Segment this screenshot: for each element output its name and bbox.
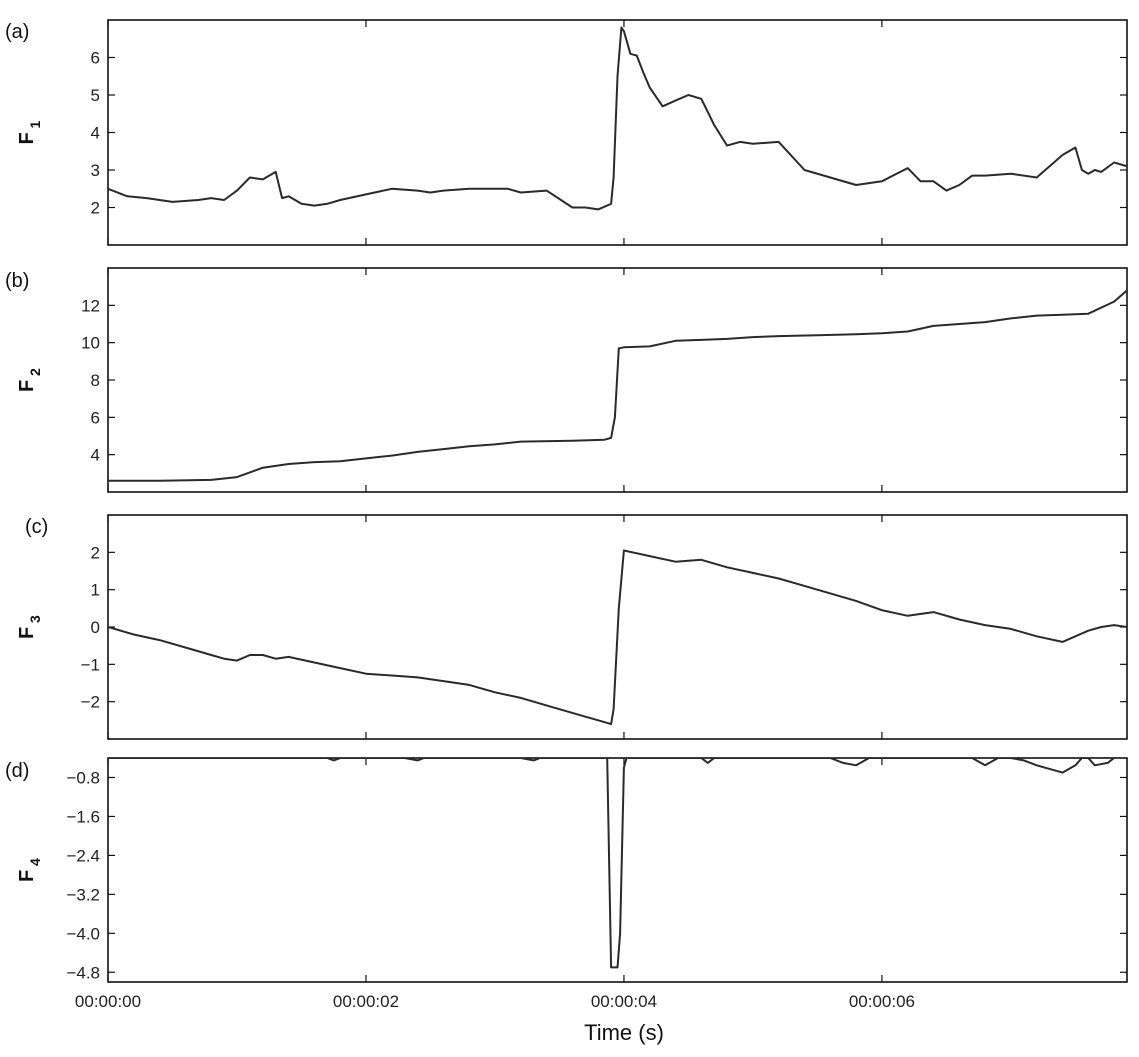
x-axis-label: Time (s) [584,1020,664,1045]
y-tick-label-a-1: 3 [91,161,100,180]
x-tick-label-0: 00:00:00 [75,992,141,1011]
y-axis-label-sub-a: 1 [27,121,43,129]
series-line-a [108,26,1127,211]
y-tick-label-c-0: −2 [81,693,100,712]
y-tick-label-a-3: 5 [91,86,100,105]
series-line-b [108,289,1127,482]
y-tick-label-b-2: 8 [91,371,100,390]
y-tick-label-b-3: 10 [81,334,100,353]
y-tick-label-d-0: −0.8 [66,768,100,787]
y-tick-label-c-1: −1 [81,655,100,674]
y-tick-label-b-1: 6 [91,408,100,427]
y-tick-label-d-2: −2.4 [66,846,100,865]
series-line-c [108,549,1127,726]
plot-frame-d [107,757,1128,983]
y-axis-label-b: F [16,380,38,392]
y-tick-label-c-3: 1 [91,581,100,600]
y-axis-label-a: F [16,132,38,144]
y-axis-label-sub-d: 4 [27,858,43,866]
y-tick-label-c-4: 2 [91,543,100,562]
y-tick-label-c-2: 0 [91,618,100,637]
panel-label-b: (b) [5,270,29,292]
y-tick-label-a-4: 6 [91,49,100,68]
y-tick-label-d-5: −4.8 [66,963,100,982]
y-tick-label-a-0: 2 [91,199,100,218]
y-tick-label-a-2: 4 [91,124,100,143]
y-tick-label-b-4: 12 [81,296,100,315]
plot-frame-a [107,19,1128,246]
y-tick-label-d-4: −4.0 [66,924,100,943]
y-axis-label-c: F [16,627,38,639]
y-tick-label-d-1: −1.6 [66,807,100,826]
y-axis-label-sub-b: 2 [27,368,43,376]
x-tick-label-1: 00:00:02 [333,992,399,1011]
y-tick-label-b-0: 4 [91,446,100,465]
panel-label-c: (c) [25,516,48,538]
y-axis-label-d: F [16,870,38,882]
series-line-d [108,758,1115,969]
panel-label-d: (d) [5,760,29,782]
panel-label-a: (a) [5,21,29,43]
y-tick-label-d-3: −3.2 [66,885,100,904]
y-axis-label-sub-c: 3 [27,615,43,623]
x-tick-label-2: 00:00:04 [591,992,657,1011]
x-tick-label-3: 00:00:06 [849,992,915,1011]
